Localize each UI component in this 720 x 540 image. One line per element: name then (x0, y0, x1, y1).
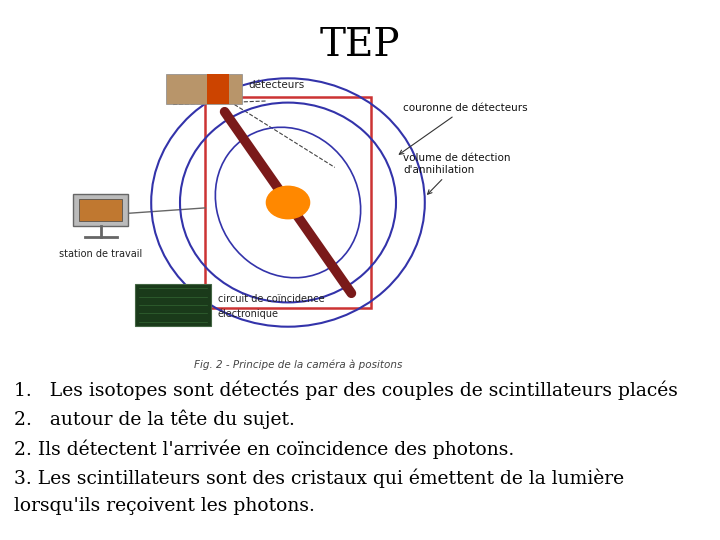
Bar (207, 73, 228, 105)
Text: Fig. 2 - Principe de la caméra à positons: Fig. 2 - Principe de la caméra à positon… (194, 359, 402, 369)
Bar (135, 284, 210, 326)
Bar (73, 194, 128, 226)
Text: TEP: TEP (320, 27, 400, 64)
Text: 2.   autour de la tête du sujet.: 2. autour de la tête du sujet. (14, 410, 295, 429)
Bar (205, 97, 371, 308)
Text: électronique: électronique (217, 308, 279, 319)
Text: volume de détection
d'annihilation: volume de détection d'annihilation (403, 153, 510, 194)
Bar (166, 73, 241, 105)
Bar (79, 199, 122, 221)
Text: circuit de coïncidence: circuit de coïncidence (217, 294, 325, 303)
Text: détecteurs: détecteurs (249, 80, 305, 90)
Text: 1.   Les isotopes sont détectés par des couples de scintillateurs placés: 1. Les isotopes sont détectés par des co… (14, 381, 678, 400)
Circle shape (266, 186, 310, 219)
Text: station de travail: station de travail (59, 249, 143, 260)
Text: lorsqu'ils reçoivent les photons.: lorsqu'ils reçoivent les photons. (14, 497, 315, 515)
Text: couronne de détecteurs: couronne de détecteurs (400, 103, 528, 154)
Text: 2. Ils détectent l'arrivée en coïncidence des photons.: 2. Ils détectent l'arrivée en coïncidenc… (14, 439, 515, 458)
Text: 3. Les scintillateurs sont des cristaux qui émettent de la lumière: 3. Les scintillateurs sont des cristaux … (14, 468, 624, 488)
